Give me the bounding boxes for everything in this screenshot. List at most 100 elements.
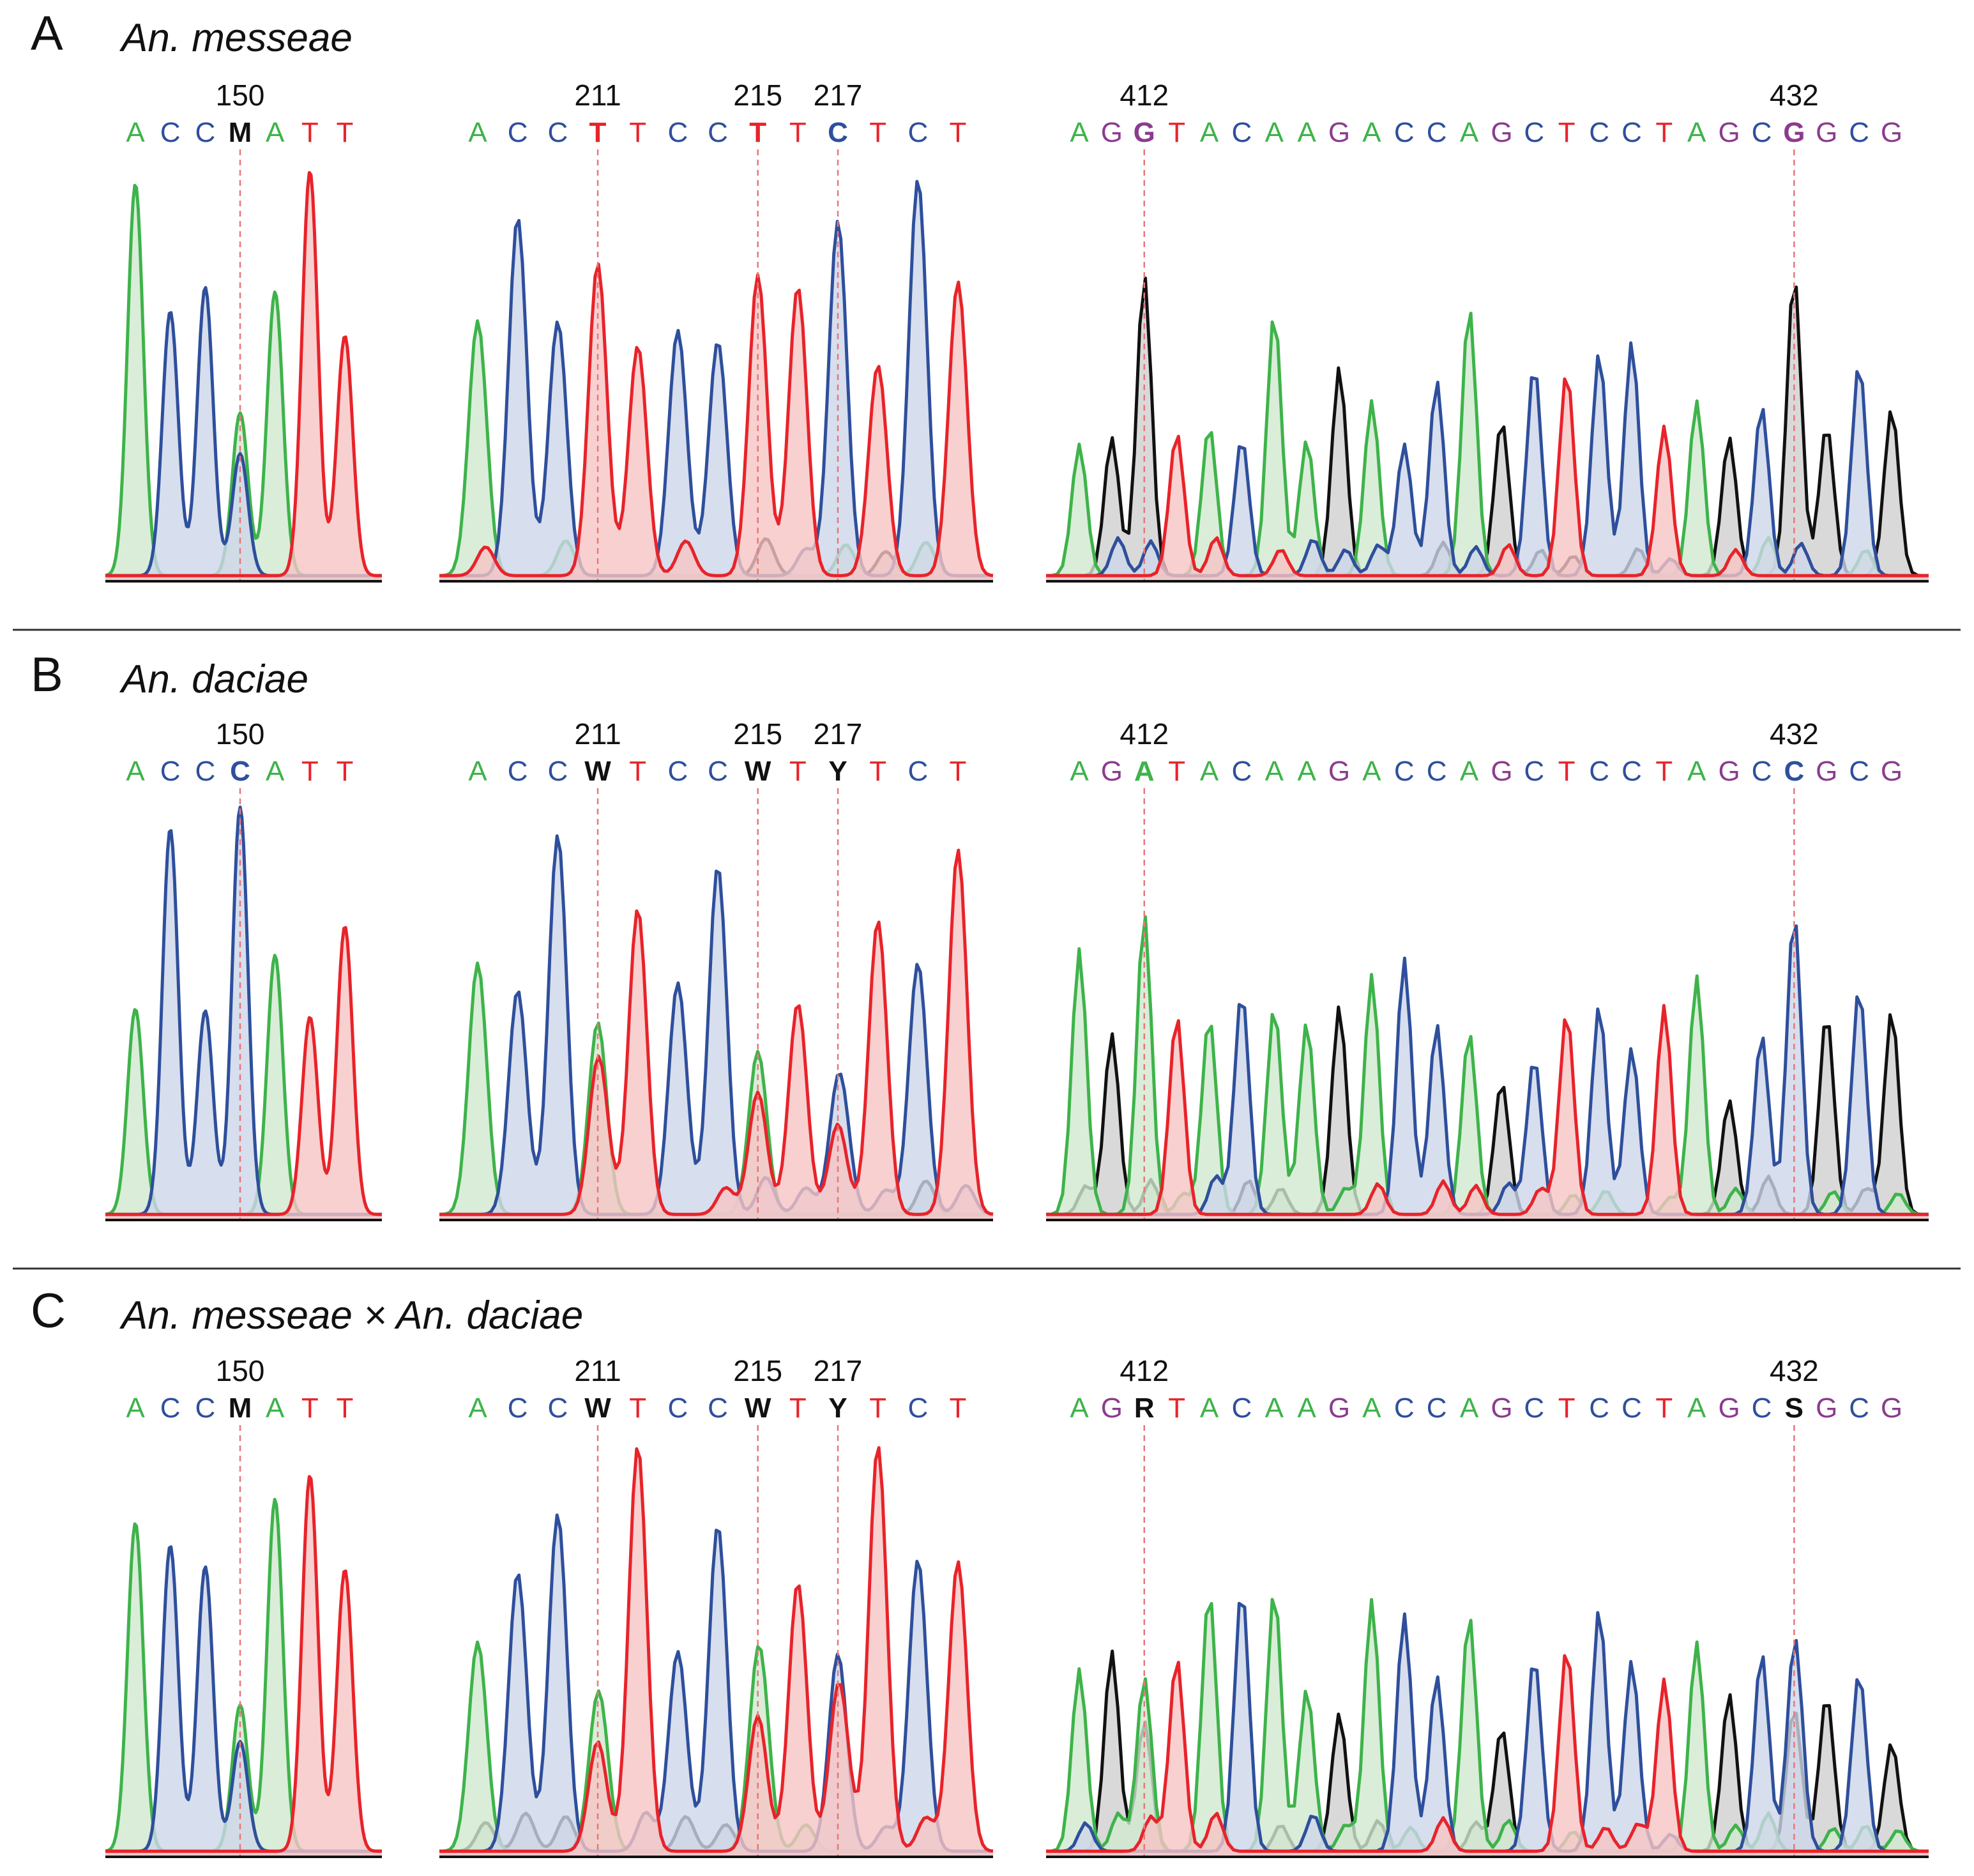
base-call: A xyxy=(1070,756,1089,787)
base-call: T xyxy=(1168,117,1185,148)
base-call: T xyxy=(950,1392,967,1424)
base-call: C xyxy=(1524,1392,1544,1424)
base-call: C xyxy=(547,1392,568,1424)
base-call: C xyxy=(1394,756,1415,787)
snp-base-call: W xyxy=(584,1392,611,1424)
trace-line-c xyxy=(439,179,993,577)
base-call: T xyxy=(301,756,319,787)
base-call: T xyxy=(301,117,319,148)
snp-base-call: M xyxy=(229,117,252,148)
trace-line-t xyxy=(1046,1003,1929,1216)
base-call: C xyxy=(1232,756,1252,787)
base-call: A xyxy=(1460,1392,1479,1424)
marker-layer xyxy=(239,149,1795,1856)
base-call: G xyxy=(1881,117,1902,148)
base-call: A xyxy=(1297,117,1316,148)
base-call: C xyxy=(1427,117,1447,148)
base-call: G xyxy=(1491,756,1512,787)
base-call: T xyxy=(337,1392,354,1424)
base-call: C xyxy=(1394,1392,1415,1424)
snp-position-label: 150 xyxy=(216,79,265,112)
base-call: T xyxy=(1655,756,1673,787)
trace-layer xyxy=(105,171,1929,1858)
snp-base-call: C xyxy=(230,756,250,787)
base-call: T xyxy=(869,117,886,148)
base-call: C xyxy=(1621,756,1642,787)
base-call: C xyxy=(907,1392,928,1424)
base-call: T xyxy=(1168,756,1185,787)
base-call: C xyxy=(667,756,688,787)
base-call: A xyxy=(468,756,487,787)
trace-line-t xyxy=(1046,1654,1929,1853)
snp-position-label: 215 xyxy=(733,79,782,112)
base-call: C xyxy=(547,117,568,148)
snp-position-label: 211 xyxy=(574,79,621,112)
base-call: A xyxy=(1687,117,1706,148)
base-call: T xyxy=(1168,1392,1185,1424)
base-call: A xyxy=(1362,1392,1381,1424)
snp-position-label: 412 xyxy=(1120,717,1169,751)
base-call: T xyxy=(950,756,967,787)
base-call: G xyxy=(1328,1392,1350,1424)
base-call: A xyxy=(126,117,145,148)
base-call: G xyxy=(1718,117,1740,148)
base-call: C xyxy=(160,756,181,787)
base-call: G xyxy=(1101,756,1123,787)
base-call: C xyxy=(195,117,215,148)
base-call: T xyxy=(301,1392,319,1424)
base-call: A xyxy=(1265,1392,1284,1424)
species-name-b: An. daciae xyxy=(119,657,308,701)
base-call: G xyxy=(1881,1392,1902,1424)
snp-position-label: 217 xyxy=(814,79,863,112)
trace-fill-a xyxy=(439,963,993,1219)
snp-base-call: A xyxy=(1134,756,1155,787)
base-call: A xyxy=(1265,756,1284,787)
trace-fill-t xyxy=(105,1476,382,1856)
base-call: A xyxy=(1687,1392,1706,1424)
snp-base-call: W xyxy=(745,1392,771,1424)
base-call: C xyxy=(160,117,181,148)
base-call: C xyxy=(160,1392,181,1424)
base-call: C xyxy=(1427,756,1447,787)
base-call: G xyxy=(1816,1392,1837,1424)
base-call: C xyxy=(1394,117,1415,148)
base-call: T xyxy=(789,1392,807,1424)
base-call: C xyxy=(1849,117,1869,148)
base-call: C xyxy=(1524,117,1544,148)
snp-base-call: C xyxy=(1784,756,1804,787)
base-call: G xyxy=(1101,117,1123,148)
snp-position-label: 432 xyxy=(1770,1354,1819,1387)
base-call: G xyxy=(1491,117,1512,148)
base-call: A xyxy=(1687,756,1706,787)
base-call: T xyxy=(1655,117,1673,148)
base-call: A xyxy=(1200,1392,1219,1424)
snp-position-label: 150 xyxy=(216,1354,265,1387)
base-call: G xyxy=(1328,756,1350,787)
snp-position-label: 215 xyxy=(733,1354,782,1387)
base-call: A xyxy=(1265,117,1284,148)
base-call: T xyxy=(629,756,646,787)
base-call: A xyxy=(1070,1392,1089,1424)
trace-line-t xyxy=(105,1475,383,1853)
base-call: G xyxy=(1881,756,1902,787)
species-name-c: An. messeae × An. daciae xyxy=(119,1293,583,1338)
base-call: T xyxy=(789,756,807,787)
base-call: C xyxy=(1849,1392,1869,1424)
base-call: T xyxy=(950,117,967,148)
snp-position-label: 412 xyxy=(1120,1354,1169,1387)
base-call: T xyxy=(869,756,886,787)
trace-line-c xyxy=(439,834,994,1216)
base-call: A xyxy=(266,117,285,148)
base-call: A xyxy=(1362,756,1381,787)
base-call: C xyxy=(907,756,928,787)
base-call: C xyxy=(1232,117,1252,148)
base-call: A xyxy=(1297,756,1316,787)
base-call: A xyxy=(1460,117,1479,148)
trace-line-t xyxy=(439,263,994,577)
panel-letter-a: A xyxy=(31,6,63,61)
snp-position-label: 217 xyxy=(814,1354,863,1387)
base-call: C xyxy=(547,756,568,787)
snp-position-label: 412 xyxy=(1120,79,1169,112)
base-call: T xyxy=(337,756,354,787)
base-call: C xyxy=(1524,756,1544,787)
